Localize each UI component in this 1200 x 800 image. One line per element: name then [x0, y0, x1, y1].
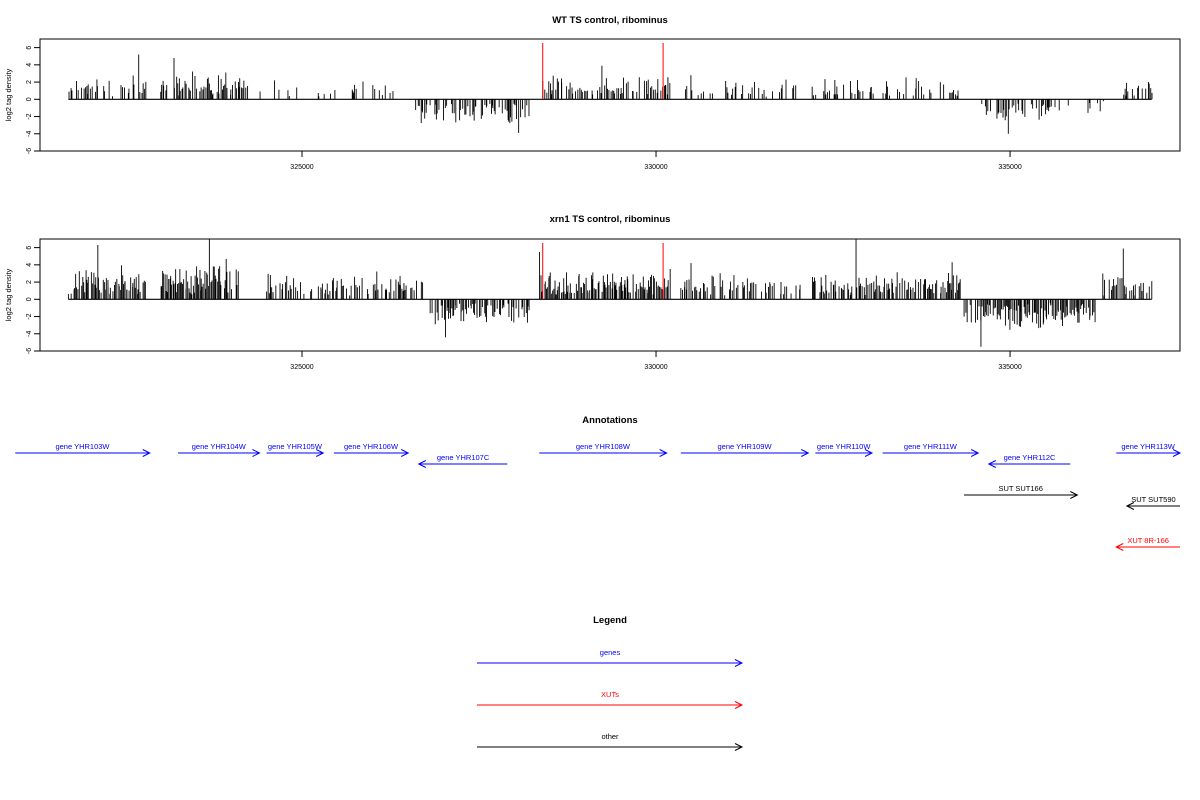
feature-label: gene YHR109W: [718, 442, 773, 451]
x-tick-label: 330000: [644, 364, 667, 371]
legend: Legend genes XUTs other: [477, 615, 744, 751]
feature-label: gene YHR108W: [576, 442, 631, 451]
y-axis-label: log2 tag density: [4, 68, 13, 121]
y-tick-label: 4: [26, 263, 33, 267]
y-tick-label: 6: [26, 246, 33, 250]
y-tick-label: -4: [26, 131, 33, 137]
feature-gene: gene YHR108W: [539, 442, 668, 457]
feature-gene: gene YHR104W: [178, 442, 261, 457]
feature-arrow-head: [864, 449, 874, 457]
legend-item-gene: genes: [477, 648, 744, 667]
y-tick-label: 0: [26, 97, 33, 101]
y-tick-label: 6: [26, 46, 33, 50]
feature-label: SUT SUT166: [998, 484, 1042, 493]
marker-lines: [542, 243, 664, 300]
feature-gene: gene YHR113W: [1116, 442, 1182, 457]
y-tick-label: 4: [26, 63, 33, 67]
feature-label: XUT 8R-166: [1127, 536, 1169, 545]
feature-xut: XUT 8R-166: [1115, 536, 1180, 551]
annotation-track: Annotations gene YHR103W gene YHR104W gene…: [15, 415, 1182, 551]
feature-gene: gene YHR109W: [680, 442, 810, 457]
feature-arrow-head: [987, 460, 997, 468]
y-axis: -6 -4 -2 0 2 4 6: [26, 46, 41, 154]
feature-arrow-head: [142, 449, 151, 457]
feature-arrow-head: [1070, 491, 1079, 499]
feature-gene: gene YHR106W: [333, 442, 410, 457]
y-tick-label: 2: [26, 80, 33, 84]
y-tick-label: -2: [26, 313, 33, 319]
feature-gene: gene YHR111W: [882, 442, 980, 457]
annotations-title: Annotations: [582, 415, 637, 426]
legend-item-xut: XUTs: [477, 690, 744, 709]
feature-label: gene YHR112C: [1004, 453, 1056, 462]
x-axis: 325000 330000 335000: [290, 150, 1022, 171]
feature-arrow-head: [1125, 502, 1135, 510]
x-tick-label: 330000: [644, 164, 667, 171]
feature-label: SUT SUT590: [1131, 495, 1175, 504]
feature-arrow-head: [970, 449, 980, 457]
xrn1-density-panel: xrn1 TS control, ribominus log2 tag dens…: [4, 214, 1181, 371]
y-tick-label: -2: [26, 113, 33, 119]
legend-title: Legend: [593, 615, 627, 626]
feature-arrows: gene YHR103W gene YHR104W gene YHR105W gene…: [15, 442, 1182, 551]
legend-label: genes: [600, 648, 621, 657]
y-axis: -6 -4 -2 0 2 4 6: [26, 246, 41, 354]
y-axis-label: log2 tag density: [4, 268, 13, 321]
density-bars: [68, 54, 1153, 134]
y-tick-label: 2: [26, 280, 33, 284]
feature-label: gene YHR103W: [55, 442, 110, 451]
x-axis: 325000 330000 335000: [290, 350, 1022, 371]
wt-density-panel: WT TS control, ribominus log2 tag densit…: [4, 15, 1181, 171]
legend-items: genes XUTs other: [477, 648, 744, 751]
legend-label: XUTs: [601, 690, 619, 699]
feature-arrow-head: [734, 701, 744, 709]
legend-label: other: [601, 732, 619, 741]
feature-arrow-head: [400, 449, 410, 457]
x-tick-label: 325000: [290, 164, 313, 171]
plot-frame: [39, 38, 1181, 152]
panel-title: WT TS control, ribominus: [552, 15, 668, 26]
feature-gene: gene YHR112C: [987, 453, 1071, 468]
y-tick-label: 0: [26, 297, 33, 301]
feature-label: gene YHR107C: [437, 453, 490, 462]
feature-label: gene YHR104W: [192, 442, 247, 451]
density-bars: [67, 239, 1153, 347]
feature-gene: gene YHR107C: [417, 453, 508, 468]
y-tick-label: -4: [26, 331, 33, 337]
feature-other: SUT SUT590: [1125, 495, 1180, 510]
feature-gene: gene YHR103W: [15, 442, 151, 457]
y-tick-label: -6: [26, 348, 33, 354]
marker-lines: [542, 43, 664, 100]
feature-label: gene YHR105W: [268, 442, 323, 451]
feature-label: gene YHR110W: [817, 442, 871, 451]
feature-arrow-head: [252, 449, 261, 457]
feature-arrow-head: [734, 743, 744, 751]
panel-title: xrn1 TS control, ribominus: [550, 214, 671, 225]
feature-gene: gene YHR110W: [815, 442, 874, 457]
feature-gene: gene YHR105W: [266, 442, 325, 457]
legend-item-other: other: [477, 732, 744, 751]
x-tick-label: 335000: [998, 164, 1021, 171]
feature-label: gene YHR113W: [1121, 442, 1175, 451]
feature-arrow-head: [1172, 449, 1182, 457]
feature-other: SUT SUT166: [964, 484, 1079, 499]
feature-label: gene YHR106W: [344, 442, 399, 451]
feature-arrow-head: [417, 460, 427, 468]
y-tick-label: -6: [26, 148, 33, 154]
feature-label: gene YHR111W: [904, 442, 958, 451]
x-tick-label: 335000: [998, 364, 1021, 371]
feature-arrow-head: [659, 449, 668, 457]
feature-arrow-head: [734, 659, 744, 667]
feature-arrow-head: [1115, 543, 1124, 551]
feature-arrow-head: [801, 449, 810, 457]
x-tick-label: 325000: [290, 364, 313, 371]
feature-arrow-head: [316, 449, 325, 457]
